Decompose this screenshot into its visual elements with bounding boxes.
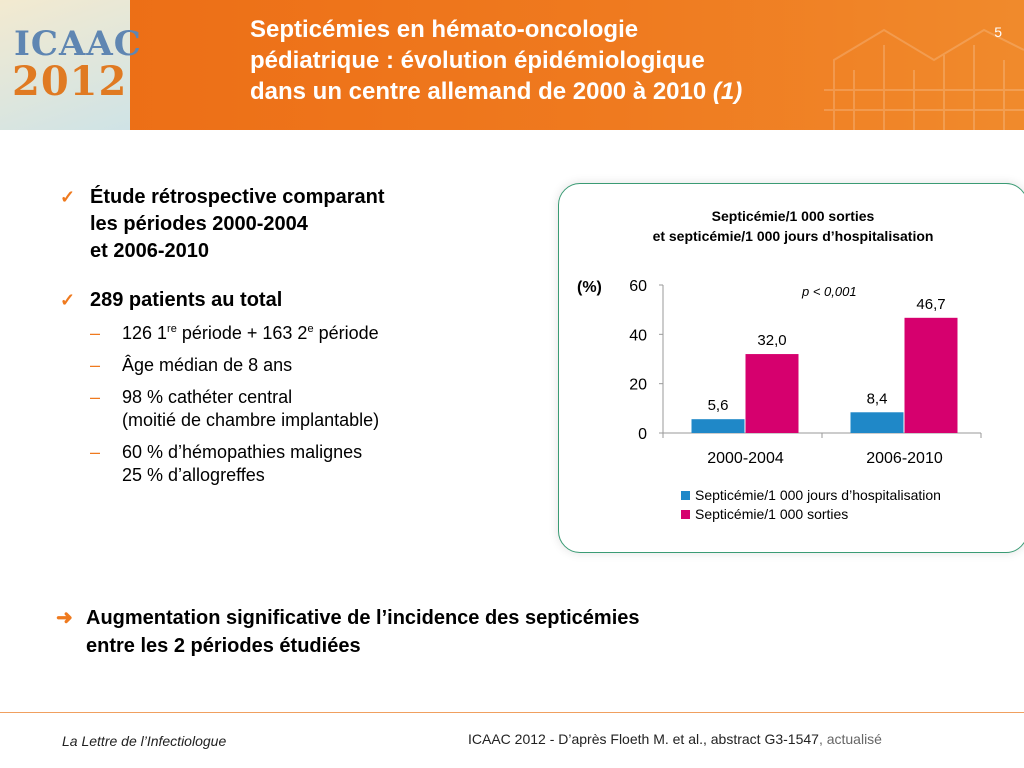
bullet-study: ✓ Étude rétrospective comparant les péri…: [60, 184, 540, 265]
bar: [904, 317, 958, 433]
footer-journal: La Lettre de l’Infectiologue: [62, 733, 227, 749]
conclusion: ➜ Augmentation significative de l’incide…: [56, 604, 856, 660]
conclusion-line-1: Augmentation significative de l’incidenc…: [86, 607, 640, 629]
y-tick-label: 20: [629, 377, 647, 394]
sub-bullet-periods: – 126 1re période + 163 2e période: [60, 322, 540, 345]
bar-chart: (%) 0 20 40 60 5,6 32,0 2000-2004 8,4 46,7 2006-20…: [577, 278, 982, 522]
catheter-line-1: 98 % cathéter central: [122, 387, 293, 407]
data-label: 5,6: [708, 397, 729, 414]
periods-text-c: période: [313, 323, 379, 343]
bullet-patients-text: 289 patients au total: [90, 289, 283, 311]
sub-bullet-age: – Âge médian de 8 ans: [60, 354, 540, 377]
p-value-annotation: p < 0,001: [801, 284, 857, 299]
y-tick-label: 0: [638, 426, 647, 443]
bar: [745, 354, 799, 433]
dash-icon: –: [90, 442, 101, 462]
periods-sup-2: e: [307, 323, 314, 335]
legend-swatch: [681, 510, 690, 519]
y-axis-label: (%): [577, 279, 602, 296]
bullet-study-line-2: les périodes 2000-2004: [90, 213, 308, 235]
chart-title-line-1: Septicémie/1 000 sorties: [711, 208, 875, 224]
icaac-logo: ICAAC 2012: [0, 0, 141, 130]
age-text: Âge médian de 8 ans: [122, 355, 293, 375]
title-line-3-text: dans un centre allemand de 2000 à 2010: [250, 78, 713, 105]
periods-text-a: 126 1: [122, 323, 168, 343]
x-tick-label: 2006-2010: [866, 450, 943, 467]
y-tick-label: 40: [629, 327, 647, 344]
bullet-list: ✓ Étude rétrospective comparant les péri…: [60, 184, 540, 496]
bar: [850, 412, 904, 433]
footer-source: ICAAC 2012 - D’après Floeth M. et al., a…: [468, 731, 882, 747]
hemopathies-line-2: 25 % d’allogreffes: [122, 465, 265, 485]
logo-text-top: ICAAC: [14, 24, 142, 64]
bullet-study-line-3: et 2006-2010: [90, 240, 209, 262]
header-banner: ICAAC 2012 Septicémies en hémato-oncolog…: [0, 0, 1024, 130]
footer-source-text: ICAAC 2012 - D’après Floeth M. et al., a…: [468, 731, 819, 747]
periods-sup-1: re: [167, 323, 177, 335]
dash-icon: –: [90, 323, 101, 343]
legend-label: Septicémie/1 000 jours d’hospitalisation: [695, 487, 941, 503]
sub-bullet-hemopathies: – 60 % d’hémopathies malignes 25 % d’all…: [60, 441, 540, 487]
title-line-3: dans un centre allemand de 2000 à 2010 (…: [250, 76, 930, 107]
data-label: 46,7: [916, 296, 945, 313]
periods-text-b: période + 163 2: [176, 323, 308, 343]
arrow-right-icon: ➜: [56, 607, 73, 629]
catheter-line-2: (moitié de chambre implantable): [122, 410, 380, 430]
slide-title: Septicémies en hémato-oncologie pédiatri…: [250, 14, 930, 107]
y-tick-label: 60: [629, 278, 647, 295]
x-tick-label: 2000-2004: [707, 450, 784, 467]
data-label: 32,0: [757, 332, 786, 349]
building-decoration: [824, 28, 1024, 130]
chart-title: Septicémie/1 000 sorties et septicémie/1…: [559, 206, 1024, 246]
logo-text-bottom: 2012: [12, 58, 128, 105]
title-line-1: Septicémies en hémato-oncologie: [250, 16, 639, 43]
chart-panel: Septicémie/1 000 sorties et septicémie/1…: [558, 183, 1024, 553]
check-icon: ✓: [60, 290, 76, 310]
bullet-patients: ✓ 289 patients au total: [60, 287, 540, 314]
dash-icon: –: [90, 387, 101, 407]
footer-source-extra: , actualisé: [818, 731, 882, 747]
legend-label: Septicémie/1 000 sorties: [695, 506, 848, 522]
title-reference: (1): [712, 78, 743, 105]
hemopathies-line-1: 60 % d’hémopathies malignes: [122, 442, 363, 462]
dash-icon: –: [90, 355, 101, 375]
conclusion-line-2: entre les 2 périodes étudiées: [86, 635, 361, 657]
title-line-2: pédiatrique : évolution épidémiologique: [250, 47, 705, 74]
footer-divider: [0, 712, 1024, 713]
data-label: 8,4: [867, 390, 888, 407]
bullet-study-line-1: Étude rétrospective comparant: [90, 186, 385, 208]
chart-title-line-2: et septicémie/1 000 jours d’hospitalisat…: [652, 228, 934, 244]
sub-bullet-catheter: – 98 % cathéter central (moitié de chamb…: [60, 386, 540, 432]
legend-swatch: [681, 491, 690, 500]
bar: [691, 419, 745, 433]
page-number: 5: [994, 24, 1002, 40]
check-icon: ✓: [60, 187, 76, 207]
